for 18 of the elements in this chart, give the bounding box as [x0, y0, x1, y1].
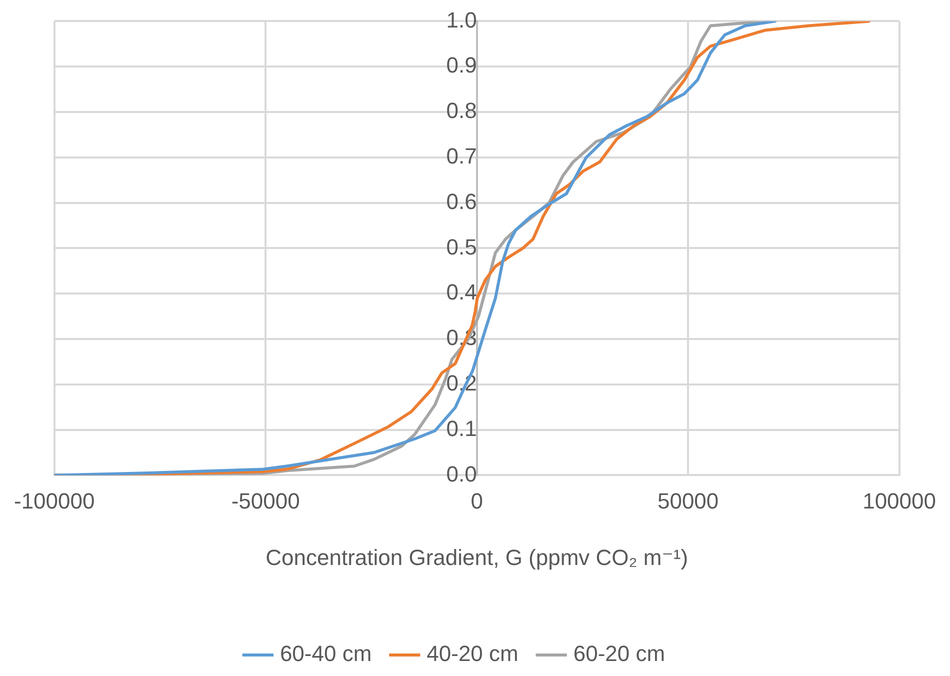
y-tick-label: 0.5 — [446, 234, 477, 260]
legend-label: 60-40 cm — [280, 641, 372, 666]
x-tick-label: 50000 — [657, 488, 719, 514]
x-axis-title: Concentration Gradient, G (ppmv CO₂ m⁻¹) — [266, 544, 688, 570]
y-tick-label: 1.0 — [446, 7, 477, 32]
x-tick-label: 0 — [470, 488, 483, 514]
legend-label: 60-20 cm — [573, 641, 666, 666]
x-tick-label: -50000 — [231, 488, 300, 514]
y-tick-label: 0.0 — [446, 461, 477, 486]
y-tick-label: 0.1 — [446, 416, 477, 441]
legend-label: 40-20 cm — [426, 641, 518, 666]
y-tick-label: 0.7 — [446, 143, 477, 168]
y-tick-label: 0.4 — [446, 280, 477, 305]
y-tick-label: 0.9 — [446, 52, 477, 78]
y-tick-label: 0.6 — [446, 188, 477, 214]
y-tick-label: 0.8 — [446, 98, 477, 124]
x-tick-label: -100000 — [14, 488, 95, 514]
x-tick-label: 100000 — [862, 488, 936, 514]
